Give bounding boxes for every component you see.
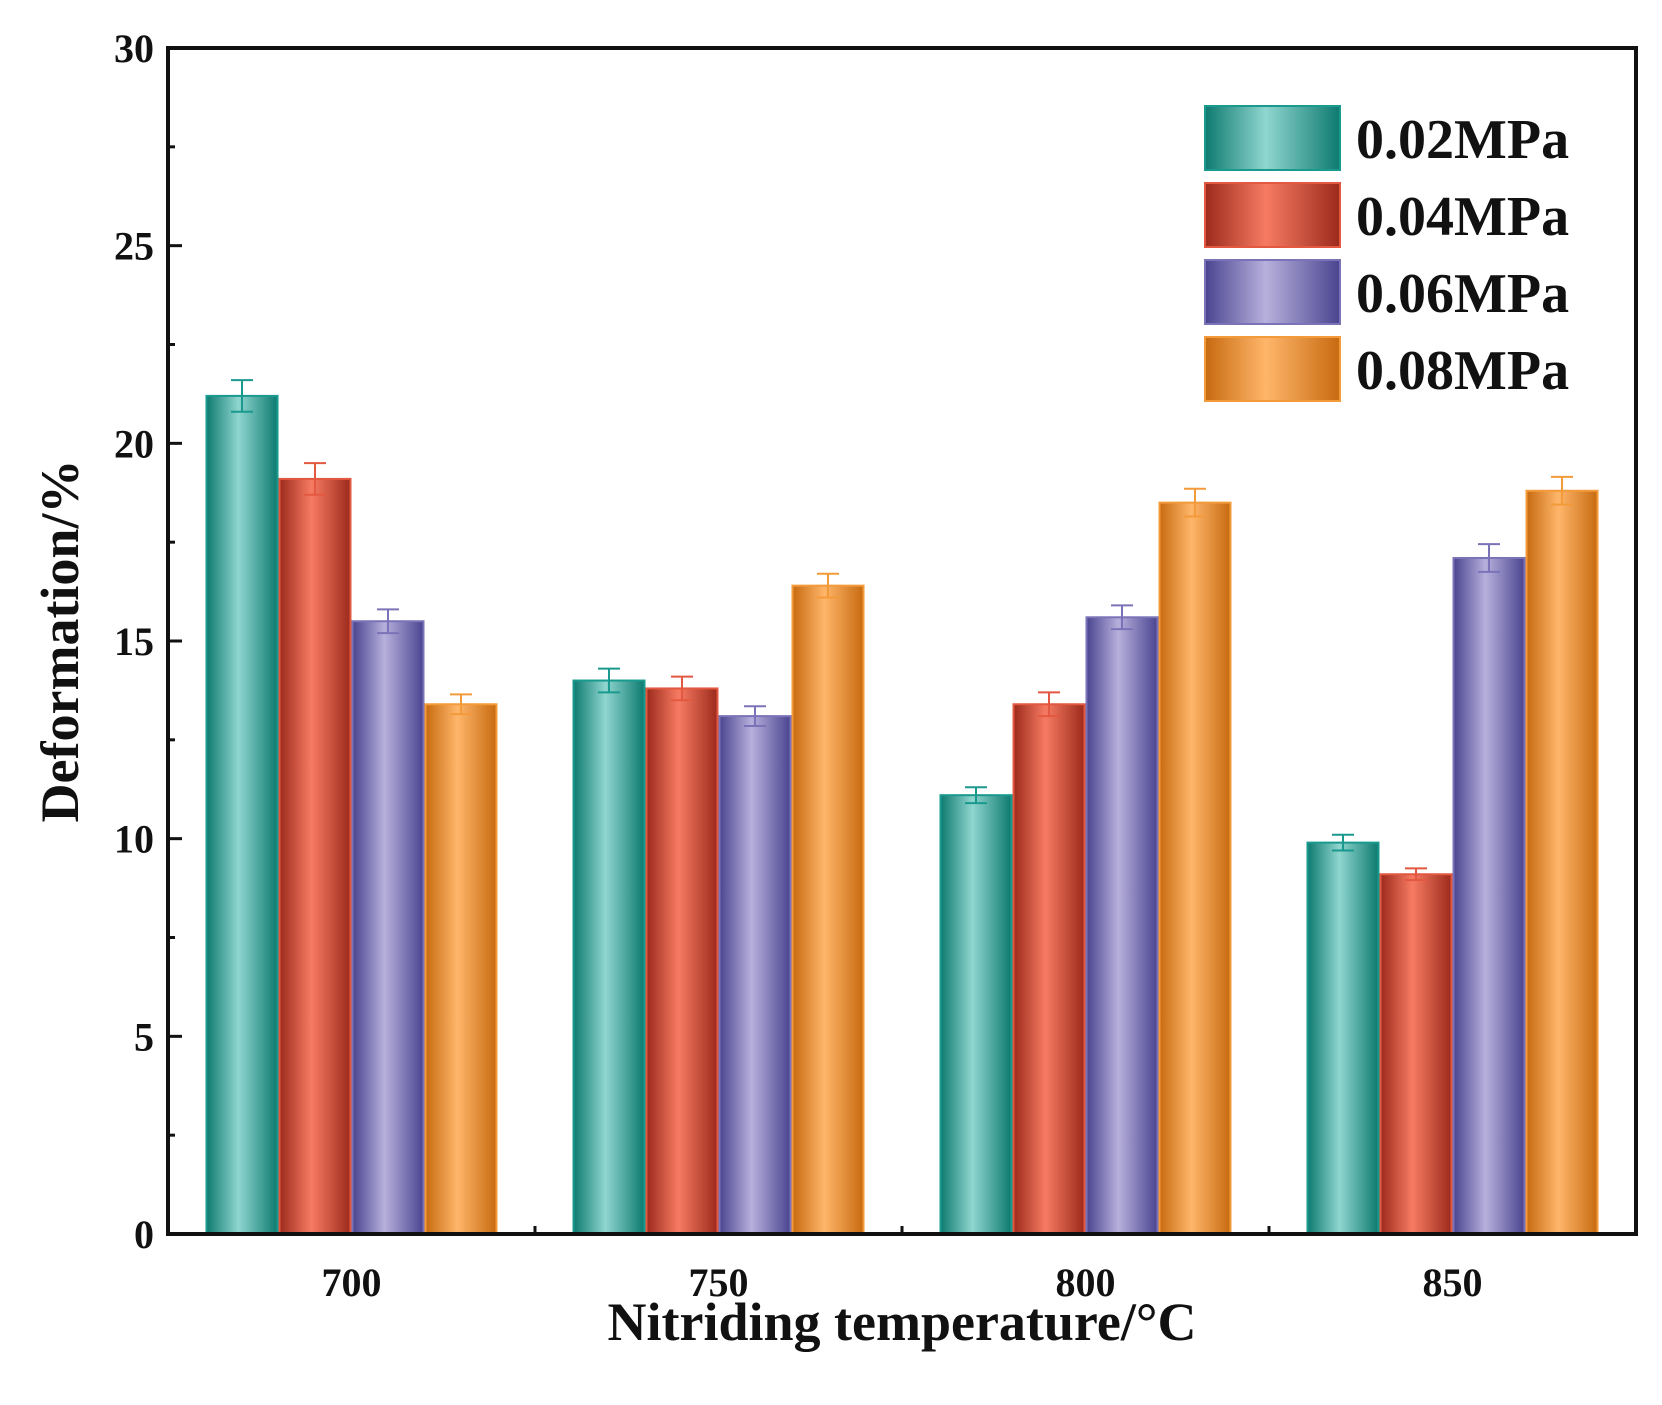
error-bar-0.02MPa-800	[965, 786, 987, 805]
ticks-layer: 0 5 10 15 20 25 30 700 750 800 850	[114, 26, 1483, 1305]
legend-label: 0.06MPa	[1356, 263, 1569, 325]
error-bar-0.06MPa-800	[1111, 604, 1133, 631]
y-axis-title: Deformation/%	[30, 460, 90, 823]
error-bar-0.04MPa-800	[1038, 691, 1060, 718]
y-tick-label: 5	[134, 1014, 154, 1059]
error-bar-0.04MPa-750	[671, 675, 693, 702]
x-tick-label: 800	[1056, 1260, 1116, 1305]
error-bar-0.02MPa-750	[598, 667, 620, 694]
legend-label: 0.08MPa	[1356, 340, 1569, 402]
bar-0.08MPa-850	[1525, 489, 1599, 1236]
bar-0.08MPa-700	[424, 703, 498, 1235]
bar-0.02MPa-850	[1306, 841, 1380, 1235]
error-bar-0.04MPa-850	[1405, 867, 1427, 882]
error-bar-0.08MPa-850	[1551, 475, 1573, 506]
y-tick-label: 15	[114, 619, 154, 664]
bar-0.02MPa-750	[572, 679, 646, 1235]
error-bar-0.08MPa-700	[450, 693, 472, 716]
legend-label: 0.04MPa	[1356, 186, 1569, 248]
bar-0.06MPa-700	[351, 620, 425, 1235]
error-bars-layer	[231, 379, 1573, 882]
legend-swatch	[1204, 105, 1341, 171]
error-bar-0.06MPa-700	[377, 608, 399, 635]
error-bar-0.02MPa-700	[231, 379, 253, 413]
error-bar-0.06MPa-850	[1478, 543, 1500, 573]
y-tick-label: 10	[114, 817, 154, 862]
bar-0.04MPa-800	[1012, 703, 1086, 1235]
error-bar-0.08MPa-750	[817, 572, 839, 599]
bar-0.06MPa-750	[718, 715, 792, 1235]
bar-0.08MPa-750	[791, 584, 865, 1235]
y-tick-label: 0	[134, 1212, 154, 1257]
bar-0.04MPa-700	[278, 477, 352, 1235]
bars-layer	[205, 394, 1599, 1236]
legend-item-0.02MPa: 0.02MPa	[1204, 105, 1569, 171]
x-tick-label: 750	[689, 1260, 749, 1305]
x-tick-label: 700	[322, 1260, 382, 1305]
legend-label: 0.02MPa	[1356, 109, 1569, 171]
bar-0.04MPa-850	[1379, 873, 1453, 1235]
legend-item-0.06MPa: 0.06MPa	[1204, 259, 1569, 325]
legend: 0.02MPa 0.04MPa 0.06MPa 0.08MPa	[1204, 105, 1569, 402]
bar-0.02MPa-800	[939, 794, 1013, 1235]
error-bar-0.06MPa-750	[744, 705, 766, 727]
bar-0.08MPa-800	[1158, 501, 1232, 1235]
y-tick-label: 25	[114, 224, 154, 269]
legend-swatch	[1204, 336, 1341, 402]
y-tick-label: 20	[114, 421, 154, 466]
x-axis-title: Nitriding temperature/°C	[608, 1292, 1197, 1352]
error-bar-0.08MPa-800	[1184, 487, 1206, 518]
bar-0.06MPa-800	[1085, 616, 1159, 1235]
y-tick-label: 30	[114, 26, 154, 71]
error-bar-0.02MPa-850	[1332, 833, 1354, 852]
bar-0.06MPa-850	[1452, 556, 1526, 1235]
legend-item-0.08MPa: 0.08MPa	[1204, 336, 1569, 402]
bar-0.04MPa-750	[645, 687, 719, 1235]
x-tick-label: 850	[1423, 1260, 1483, 1305]
legend-item-0.04MPa: 0.04MPa	[1204, 182, 1569, 248]
error-bar-0.04MPa-700	[304, 462, 326, 496]
bar-0.02MPa-700	[205, 394, 279, 1236]
legend-swatch	[1204, 182, 1341, 248]
legend-swatch	[1204, 259, 1341, 325]
